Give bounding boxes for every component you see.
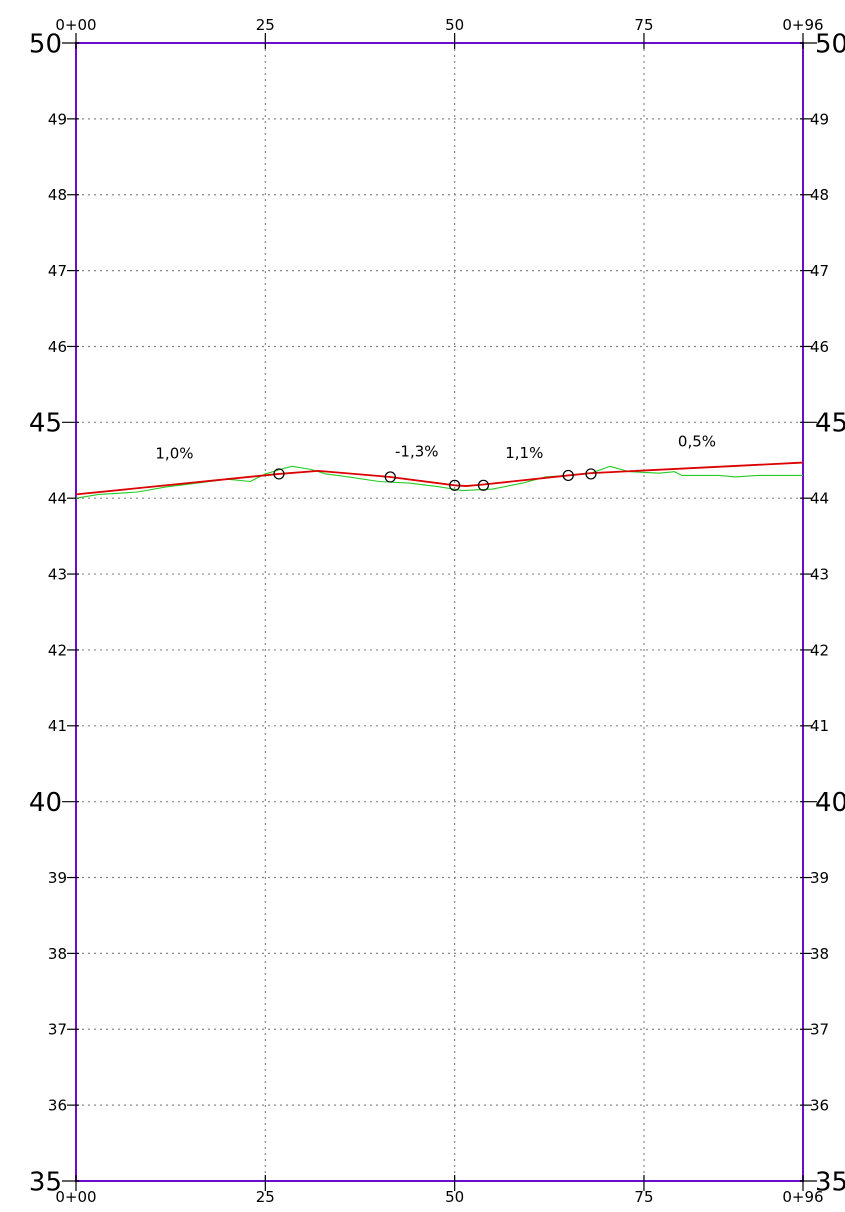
y-tick-label-left: 50 [29,29,62,59]
y-tick-label-left: 47 [48,262,67,280]
y-tick-label-right: 35 [815,1167,845,1197]
x-tick-label-top: 25 [256,16,275,34]
y-tick-label-left: 38 [48,945,67,963]
y-tick-label-right: 50 [815,29,845,59]
y-tick-label-left: 43 [48,565,67,583]
grade-profile-line [75,461,804,496]
y-tick-label-left: 39 [48,869,67,887]
grade-label: -1,3% [395,442,439,460]
y-tick-label-right: 45 [815,409,845,439]
pvi-marker [585,468,597,480]
y-tick-label-left: 37 [48,1021,67,1039]
pvi-marker [477,479,490,491]
y-tick-label-left: 36 [48,1097,67,1115]
x-tick-label-bottom: 25 [256,1188,275,1206]
y-tick-label-left: 40 [29,788,62,818]
y-tick-label-right: 41 [810,717,829,735]
grade-label: 1,1% [505,444,543,462]
marker-layer [273,468,597,491]
y-tick-label-right: 42 [810,641,829,659]
pvi-marker [384,471,396,483]
x-tick-label-top: 75 [634,16,653,34]
y-tick-label-left: 35 [29,1167,62,1197]
y-tick-label-left: 41 [48,717,67,735]
grade-label: 1,0% [155,445,193,463]
y-tick-label-right: 36 [810,1097,829,1115]
ground-profile-line [75,465,803,499]
x-tick-label-bottom: 50 [445,1188,464,1206]
y-tick-label-left: 45 [29,409,62,439]
x-tick-label-bottom: 75 [634,1188,653,1206]
x-tick-label-top: 50 [445,16,464,34]
grid-layer [76,43,803,1181]
y-tick-label-left: 48 [48,186,67,204]
pvi-marker [273,468,285,480]
series-layer [75,461,804,499]
x-tick-label-bottom: 0+00 [55,1188,96,1206]
y-tick-label-right: 44 [810,490,829,508]
y-tick-label-right: 43 [810,565,829,583]
y-tick-label-right: 40 [815,788,845,818]
y-tick-label-left: 46 [48,338,67,356]
pvi-marker [449,479,461,491]
y-tick-label-left: 44 [48,490,67,508]
x-tick-label-bottom: 0+96 [782,1188,823,1206]
pvi-marker [562,469,574,482]
tick-layer: 35 35 36 36 37 37 38 38 39 39 40 40 41 41 42 42 43 43 44 44… [29,16,845,1206]
y-tick-label-right: 48 [810,186,829,204]
grade-label: 0,5% [678,433,716,451]
y-tick-label-right: 39 [810,869,829,887]
y-tick-label-left: 49 [48,110,67,128]
x-tick-label-top: 0+00 [55,16,96,34]
y-tick-label-right: 37 [810,1021,829,1039]
frame-layer [75,42,804,1182]
x-tick-label-top: 0+96 [782,16,823,34]
y-tick-label-right: 47 [810,262,829,280]
label-layer: 1,0% -1,3% 1,1% 0,5% [155,433,716,463]
y-tick-label-left: 42 [48,641,67,659]
plot-frame [75,42,804,1182]
y-tick-label-right: 46 [810,338,829,356]
y-tick-label-right: 49 [810,110,829,128]
y-tick-label-right: 38 [810,945,829,963]
